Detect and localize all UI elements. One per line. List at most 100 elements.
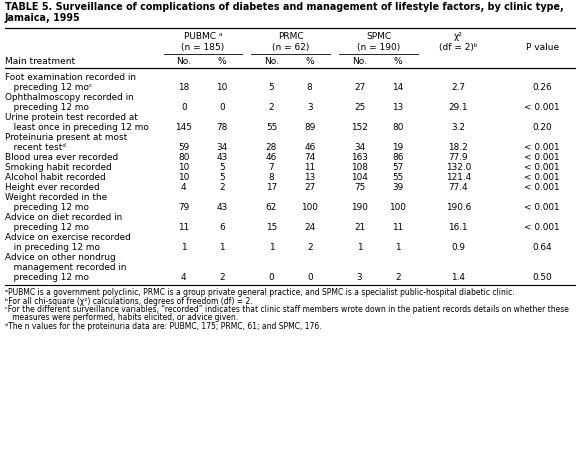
- Text: Advice on other nondrug: Advice on other nondrug: [5, 253, 115, 262]
- Text: 39: 39: [392, 183, 404, 192]
- Text: 2: 2: [219, 273, 225, 282]
- Text: TABLE 5. Surveillance of complications of diabetes and management of lifestyle f: TABLE 5. Surveillance of complications o…: [5, 2, 563, 12]
- Text: 0.64: 0.64: [532, 243, 552, 252]
- Text: 3: 3: [357, 273, 362, 282]
- Text: 1: 1: [181, 243, 187, 252]
- Text: 25: 25: [354, 103, 365, 112]
- Text: 28: 28: [266, 143, 277, 152]
- Text: 18: 18: [178, 83, 190, 92]
- Text: 17: 17: [266, 183, 277, 192]
- Text: preceding 12 moᶜ: preceding 12 moᶜ: [5, 83, 92, 92]
- Text: 14: 14: [392, 83, 404, 92]
- Text: management recorded in: management recorded in: [5, 263, 126, 272]
- Text: 19: 19: [392, 143, 404, 152]
- Text: 1: 1: [269, 243, 274, 252]
- Text: 100: 100: [389, 203, 407, 212]
- Text: 77.9: 77.9: [448, 153, 468, 162]
- Text: 2.7: 2.7: [451, 83, 465, 92]
- Text: < 0.001: < 0.001: [524, 103, 560, 112]
- Text: 34: 34: [216, 143, 228, 152]
- Text: 80: 80: [392, 123, 404, 132]
- Text: 43: 43: [216, 153, 228, 162]
- Text: 16.1: 16.1: [448, 223, 468, 232]
- Text: 2: 2: [307, 243, 313, 252]
- Text: 59: 59: [178, 143, 190, 152]
- Text: 89: 89: [304, 123, 316, 132]
- Text: Alcohol habit recorded: Alcohol habit recorded: [5, 173, 105, 182]
- Text: P value: P value: [525, 43, 559, 52]
- Text: 46: 46: [304, 143, 316, 152]
- Text: 2: 2: [269, 103, 274, 112]
- Text: measures were performed, habits elicited, or advice given.: measures were performed, habits elicited…: [5, 313, 238, 323]
- Text: PUBMC ᵃ: PUBMC ᵃ: [184, 32, 222, 41]
- Text: 57: 57: [392, 163, 404, 172]
- Text: 11: 11: [304, 163, 316, 172]
- Text: 3: 3: [307, 103, 313, 112]
- Text: 5: 5: [219, 163, 225, 172]
- Text: Height ever recorded: Height ever recorded: [5, 183, 99, 192]
- Text: (n = 190): (n = 190): [357, 43, 400, 52]
- Text: (df = 2)ᵇ: (df = 2)ᵇ: [439, 43, 477, 52]
- Text: 0: 0: [219, 103, 225, 112]
- Text: SPMC: SPMC: [366, 32, 392, 41]
- Text: Jamaica, 1995: Jamaica, 1995: [5, 13, 80, 23]
- Text: 80: 80: [178, 153, 190, 162]
- Text: < 0.001: < 0.001: [524, 153, 560, 162]
- Text: < 0.001: < 0.001: [524, 163, 560, 172]
- Text: 4: 4: [181, 183, 187, 192]
- Text: 18.2: 18.2: [448, 143, 468, 152]
- Text: 79: 79: [178, 203, 190, 212]
- Text: < 0.001: < 0.001: [524, 223, 560, 232]
- Text: 6: 6: [219, 223, 225, 232]
- Text: < 0.001: < 0.001: [524, 203, 560, 212]
- Text: 0.9: 0.9: [451, 243, 465, 252]
- Text: 2: 2: [219, 183, 225, 192]
- Text: %: %: [394, 57, 402, 66]
- Text: 11: 11: [178, 223, 190, 232]
- Text: 190.6: 190.6: [445, 203, 471, 212]
- Text: 13: 13: [304, 173, 316, 182]
- Text: 104: 104: [351, 173, 368, 182]
- Text: 8: 8: [269, 173, 274, 182]
- Text: 0.20: 0.20: [532, 123, 552, 132]
- Text: Advice on diet recorded in: Advice on diet recorded in: [5, 213, 122, 222]
- Text: preceding 12 mo: preceding 12 mo: [5, 273, 89, 282]
- Text: recent testᵈ: recent testᵈ: [5, 143, 66, 152]
- Text: 10: 10: [178, 173, 190, 182]
- Text: 152: 152: [351, 123, 368, 132]
- Text: < 0.001: < 0.001: [524, 143, 560, 152]
- Text: 7: 7: [269, 163, 274, 172]
- Text: 77.4: 77.4: [448, 183, 468, 192]
- Text: 55: 55: [266, 123, 277, 132]
- Text: Smoking habit recorded: Smoking habit recorded: [5, 163, 111, 172]
- Text: No.: No.: [264, 57, 279, 66]
- Text: < 0.001: < 0.001: [524, 183, 560, 192]
- Text: 4: 4: [181, 273, 187, 282]
- Text: 100: 100: [301, 203, 318, 212]
- Text: 163: 163: [351, 153, 368, 162]
- Text: < 0.001: < 0.001: [524, 173, 560, 182]
- Text: 27: 27: [304, 183, 316, 192]
- Text: 10: 10: [216, 83, 228, 92]
- Text: 43: 43: [216, 203, 228, 212]
- Text: preceding 12 mo: preceding 12 mo: [5, 223, 89, 232]
- Text: 34: 34: [354, 143, 365, 152]
- Text: Weight recorded in the: Weight recorded in the: [5, 193, 107, 202]
- Text: 145: 145: [175, 123, 193, 132]
- Text: 8: 8: [307, 83, 313, 92]
- Text: Urine protein test recorded at: Urine protein test recorded at: [5, 113, 137, 122]
- Text: PRMC: PRMC: [278, 32, 303, 41]
- Text: No.: No.: [176, 57, 191, 66]
- Text: 1: 1: [395, 243, 401, 252]
- Text: (n = 62): (n = 62): [272, 43, 309, 52]
- Text: ᵇFor all chi-square (χ²) calculations, degrees of freedom (df) = 2.: ᵇFor all chi-square (χ²) calculations, d…: [5, 296, 252, 306]
- Text: in preceding 12 mo: in preceding 12 mo: [5, 243, 100, 252]
- Text: 75: 75: [354, 183, 365, 192]
- Text: 190: 190: [351, 203, 368, 212]
- Text: Foot examination recorded in: Foot examination recorded in: [5, 73, 136, 82]
- Text: 27: 27: [354, 83, 365, 92]
- Text: 0: 0: [307, 273, 313, 282]
- Text: preceding 12 mo: preceding 12 mo: [5, 203, 89, 212]
- Text: 1: 1: [219, 243, 225, 252]
- Text: 1: 1: [357, 243, 362, 252]
